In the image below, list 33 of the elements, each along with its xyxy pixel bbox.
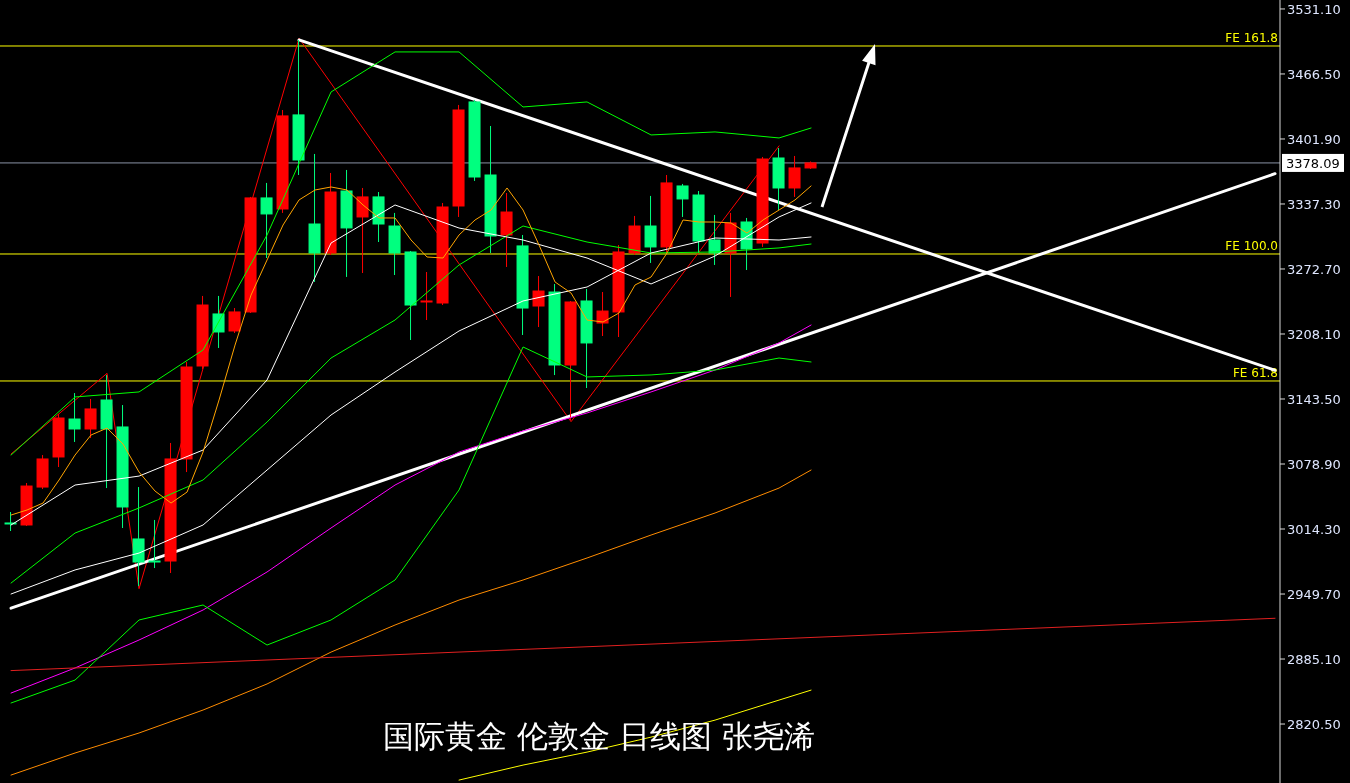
candlestick (500, 192, 513, 268)
candlestick (644, 195, 657, 264)
candlestick (228, 307, 241, 334)
candlestick (676, 183, 689, 218)
y-tick-label: 3208.10 (1287, 326, 1341, 342)
y-tick-label: 3337.30 (1287, 196, 1341, 212)
y-tick-label: 3272.70 (1287, 261, 1341, 277)
ref-line-label: FE 100.0 (1225, 238, 1278, 253)
candlestick (260, 182, 273, 259)
candlestick (356, 187, 369, 274)
candlestick (68, 392, 81, 443)
y-tick-label: 3466.50 (1287, 66, 1341, 82)
y-tick-label: 3143.50 (1287, 391, 1341, 407)
y-tick-label: 3014.30 (1287, 521, 1341, 537)
candlestick (788, 155, 801, 198)
ref-line-label: FE 61.8 (1232, 365, 1278, 380)
y-tick-label: 2820.50 (1287, 716, 1341, 732)
candlestick (596, 291, 609, 337)
y-tick-label: 3531.10 (1287, 1, 1341, 17)
candlestick (132, 486, 145, 587)
candlestick (148, 519, 161, 569)
ref-line-label: FE 161.8 (1225, 30, 1278, 45)
candlestick (84, 398, 97, 439)
candlestick (708, 214, 721, 266)
candlestick (532, 275, 545, 328)
line-series (10, 51, 812, 456)
candlestick (420, 271, 433, 321)
y-tick-label: 3078.90 (1287, 456, 1341, 472)
ref-line-label: 3378.09 (1286, 155, 1340, 171)
line-series (10, 469, 812, 776)
y-tick-label: 2885.10 (1287, 651, 1341, 667)
y-tick-label: 2949.70 (1287, 586, 1341, 602)
y-tick-label: 3401.90 (1287, 131, 1341, 147)
